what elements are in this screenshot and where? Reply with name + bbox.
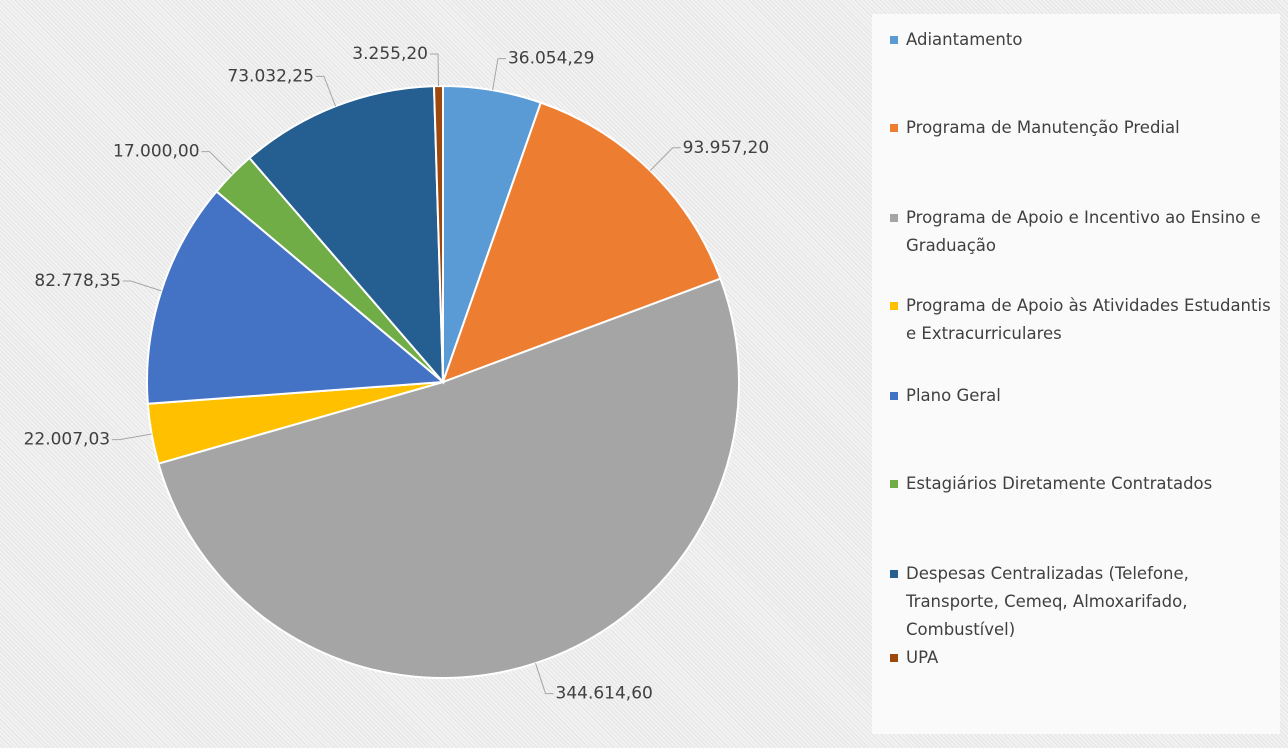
legend-label: Estagiários Diretamente Contratados <box>906 474 1213 493</box>
data-label: 82.778,35 <box>34 271 121 291</box>
legend-item: Despesas Centralizadas (Telefone, Transp… <box>890 560 1286 644</box>
data-label: 93.957,20 <box>683 138 770 158</box>
legend-label: Programa de Apoio e Incentivo ao Ensino … <box>906 208 1261 255</box>
legend-label: Plano Geral <box>906 386 1001 405</box>
data-label: 22.007,03 <box>24 430 111 450</box>
leader-line <box>649 147 681 171</box>
pie-slice <box>432 84 444 383</box>
legend-swatch <box>890 654 898 662</box>
pie-slice <box>157 277 740 680</box>
legend-swatch <box>890 302 898 310</box>
leader-line <box>430 53 440 87</box>
leader-line <box>122 280 162 292</box>
pie-slice <box>248 85 445 385</box>
legend-label: Adiantamento <box>906 30 1023 49</box>
legend-item: UPA <box>890 644 1286 672</box>
data-label: 3.255,20 <box>352 44 428 64</box>
pie-slice <box>441 101 722 384</box>
legend-item: Programa de Apoio e Incentivo ao Ensino … <box>890 204 1286 260</box>
legend-swatch <box>890 36 898 44</box>
leader-line <box>112 433 152 441</box>
legend-swatch <box>890 124 898 132</box>
data-label: 73.032,25 <box>227 66 314 86</box>
leader-line <box>492 58 506 91</box>
legend-swatch <box>890 214 898 222</box>
legend-label: Programa de Manutenção Predial <box>906 118 1180 137</box>
legend-swatch <box>890 570 898 578</box>
legend-item: Estagiários Diretamente Contratados <box>890 470 1286 498</box>
legend-item: Programa de Manutenção Predial <box>890 114 1286 142</box>
leader-line <box>201 151 233 175</box>
legend-label: Programa de Apoio às Atividades Estudant… <box>906 296 1271 343</box>
leader-line <box>315 75 337 107</box>
pie-slice <box>146 190 446 405</box>
legend: Adiantamento Programa de Manutenção Predi… <box>872 14 1280 734</box>
leader-line <box>535 663 554 695</box>
legend-item: Adiantamento <box>890 26 1286 54</box>
data-label: 17.000,00 <box>113 142 200 162</box>
data-label: 344.614,60 <box>556 684 653 704</box>
legend-item: Plano Geral <box>890 382 1286 410</box>
legend-swatch <box>890 392 898 400</box>
legend-item: Programa de Apoio às Atividades Estudant… <box>890 292 1286 348</box>
data-label: 36.054,29 <box>508 49 595 69</box>
legend-swatch <box>890 480 898 488</box>
legend-label: UPA <box>906 648 939 667</box>
legend-label: Despesas Centralizadas (Telefone, Transp… <box>906 564 1189 639</box>
